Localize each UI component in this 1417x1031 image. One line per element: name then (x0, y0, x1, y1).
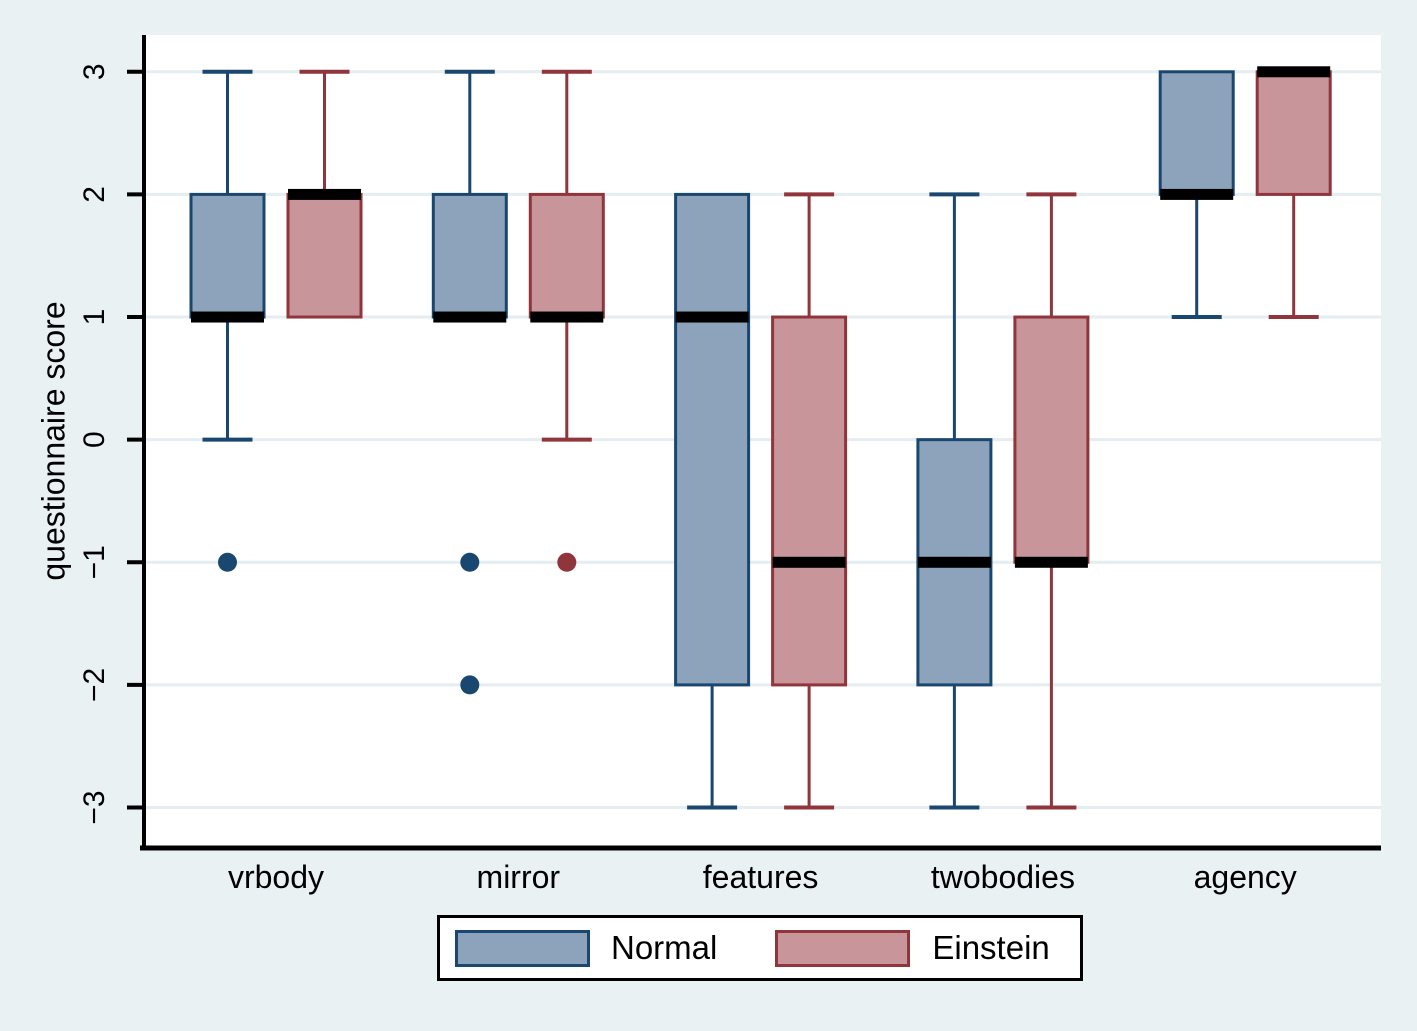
median-line (1160, 188, 1234, 200)
box-einstein-features (771, 315, 848, 687)
outlier-dot (557, 552, 577, 572)
y-axis-title: questionnaire score (35, 301, 71, 580)
outlier-dot (460, 552, 480, 572)
median-line (917, 556, 991, 568)
y-tick-label: 1 (78, 309, 111, 326)
box-normal-mirror (431, 192, 508, 319)
y-tick-label: 3 (78, 63, 111, 80)
legend: Normal Einstein (437, 915, 1083, 981)
box-einstein-mirror (528, 192, 605, 319)
y-tick-label: −2 (78, 668, 111, 702)
legend-label-normal: Normal (611, 929, 718, 966)
median-line (1014, 556, 1088, 568)
x-category-label: features (703, 859, 819, 895)
median-line (191, 311, 264, 323)
median-line (288, 188, 361, 200)
x-category-label: twobodies (931, 859, 1075, 895)
legend-swatch-einstein (775, 929, 911, 967)
x-category-label: mirror (477, 859, 561, 895)
x-category-label: agency (1194, 859, 1297, 895)
y-tick-label: −3 (78, 790, 111, 824)
outlier-dot (218, 552, 237, 572)
median-line (433, 311, 507, 323)
box-normal-features (674, 192, 751, 687)
median-line (675, 311, 749, 323)
x-category-label: vrbody (228, 859, 324, 895)
outlier-dot (460, 675, 480, 695)
box-einstein-agency (1255, 70, 1332, 196)
legend-swatch-normal (455, 929, 590, 967)
box-normal-agency (1158, 70, 1235, 196)
y-tick-label: 0 (78, 431, 111, 448)
y-tick-label: 2 (78, 186, 111, 203)
median-line (530, 311, 604, 323)
box-einstein-twobodies (1013, 315, 1090, 564)
y-tick-label: −1 (78, 545, 111, 579)
legend-label-einstein: Einstein (932, 929, 1050, 966)
median-line (1257, 66, 1331, 78)
box-einstein-vrbody (286, 192, 363, 319)
box-normal-vrbody (189, 192, 266, 319)
median-line (772, 556, 846, 568)
